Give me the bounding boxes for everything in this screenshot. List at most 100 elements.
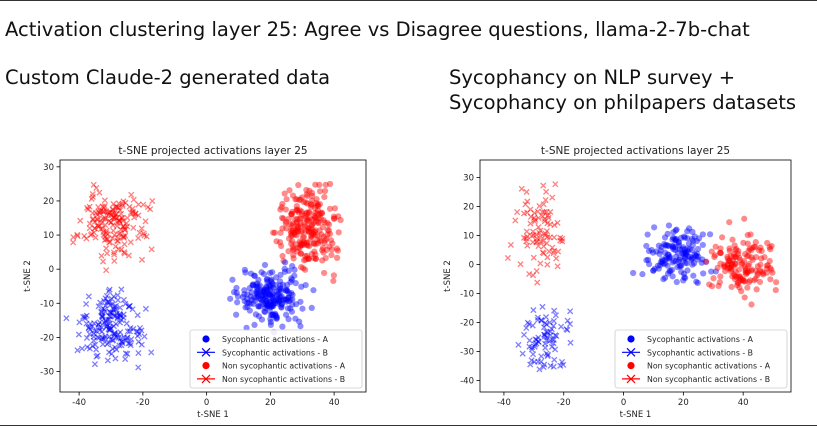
point-cross	[109, 336, 117, 343]
point-circle	[250, 300, 257, 307]
point-circle	[748, 267, 755, 274]
point-cross	[540, 243, 547, 250]
point-circle	[297, 215, 304, 222]
point-circle	[289, 262, 296, 270]
point-cross	[83, 300, 90, 308]
point-circle	[661, 234, 669, 241]
point-circle	[764, 262, 771, 269]
point-circle	[261, 286, 268, 293]
point-circle	[715, 282, 722, 290]
point-circle	[306, 209, 313, 216]
point-cross	[63, 315, 70, 322]
point-circle	[262, 292, 269, 300]
point-cross	[122, 356, 129, 363]
point-circle	[754, 272, 761, 279]
point-circle	[699, 241, 706, 249]
point-cross	[87, 326, 94, 333]
point-cross	[542, 196, 549, 204]
point-cross	[123, 220, 130, 227]
point-circle	[693, 237, 700, 245]
point-circle	[646, 261, 653, 268]
left-panel-heading: Custom Claude-2 generated data	[5, 66, 331, 89]
legend-label: Non sycophantic activations - B	[647, 375, 770, 384]
point-circle	[651, 265, 658, 272]
point-circle	[763, 265, 770, 272]
point-circle	[693, 253, 700, 260]
point-circle	[265, 291, 272, 298]
point-circle	[708, 248, 715, 255]
point-circle	[273, 315, 280, 322]
point-circle	[267, 312, 275, 319]
point-cross	[549, 194, 556, 201]
point-circle	[674, 249, 682, 256]
plot-frame	[59, 159, 367, 393]
point-circle	[326, 205, 334, 212]
point-circle	[717, 249, 724, 256]
point-cross	[553, 332, 560, 340]
point-cross	[534, 208, 541, 215]
point-circle	[261, 308, 269, 316]
point-cross	[102, 295, 109, 302]
y-tick-label: -20	[460, 318, 474, 328]
point-circle	[312, 251, 319, 258]
point-circle	[666, 268, 673, 275]
point-circle	[273, 288, 280, 295]
point-circle	[688, 256, 695, 263]
point-circle	[297, 196, 304, 203]
point-circle	[741, 278, 749, 285]
point-circle	[273, 296, 280, 303]
point-circle	[306, 242, 313, 250]
point-circle	[268, 285, 275, 292]
point-cross	[88, 230, 95, 237]
point-cross	[128, 191, 135, 198]
point-circle	[727, 252, 734, 260]
point-circle	[272, 310, 279, 317]
point-circle	[331, 205, 339, 212]
point-cross	[135, 201, 142, 208]
main-title: Activation clustering layer 25: Agree vs…	[5, 18, 750, 41]
point-circle	[706, 281, 713, 288]
point-circle	[672, 247, 679, 254]
point-circle	[287, 305, 294, 312]
point-circle	[742, 269, 749, 276]
point-circle	[244, 303, 251, 310]
point-circle	[680, 270, 688, 277]
point-circle	[260, 271, 268, 278]
point-circle	[769, 269, 776, 276]
point-cross	[124, 214, 131, 221]
point-circle	[670, 229, 677, 236]
point-circle	[748, 254, 755, 261]
point-circle	[313, 200, 320, 207]
point-circle	[670, 257, 677, 265]
point-cross	[103, 267, 110, 274]
point-circle	[273, 238, 280, 245]
point-circle	[316, 237, 323, 244]
point-circle	[292, 196, 299, 203]
point-circle	[267, 319, 274, 326]
point-circle	[244, 295, 251, 303]
point-circle	[259, 288, 266, 295]
point-circle	[685, 225, 693, 232]
point-circle	[683, 249, 690, 256]
point-circle	[247, 300, 254, 307]
point-cross	[119, 202, 126, 209]
point-circle	[304, 255, 312, 262]
point-circle	[717, 260, 724, 267]
point-circle	[733, 245, 740, 253]
point-circle	[677, 262, 684, 269]
point-cross	[131, 214, 138, 221]
point-circle	[308, 201, 315, 208]
point-circle	[262, 295, 269, 302]
point-circle	[663, 241, 670, 249]
point-cross	[557, 362, 564, 369]
point-circle	[294, 224, 302, 231]
point-circle	[726, 247, 733, 254]
point-circle	[278, 300, 286, 308]
point-circle	[662, 242, 669, 249]
point-cross	[539, 303, 546, 310]
point-circle	[645, 247, 653, 255]
point-circle	[254, 288, 261, 295]
point-circle	[657, 258, 665, 266]
point-circle	[303, 239, 310, 246]
point-circle	[250, 281, 257, 288]
